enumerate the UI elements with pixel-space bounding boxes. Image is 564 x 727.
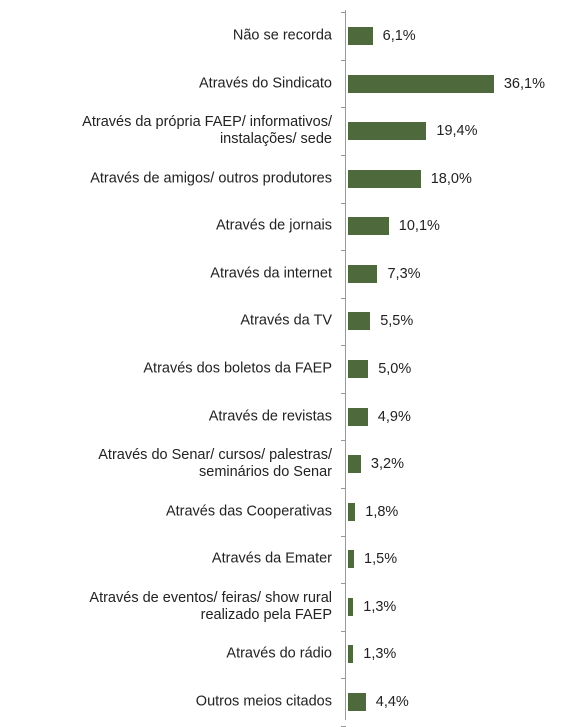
category-label: Através do rádio bbox=[226, 645, 332, 662]
category-label: Através de amigos/ outros produtores bbox=[90, 170, 332, 187]
axis-tick bbox=[341, 297, 346, 299]
axis-tick bbox=[341, 345, 346, 347]
value-label: 5,0% bbox=[378, 361, 412, 377]
category-label: Através do Sindicato bbox=[199, 75, 332, 92]
axis-tick bbox=[341, 107, 346, 109]
axis-tick bbox=[341, 154, 346, 156]
bar bbox=[348, 407, 368, 426]
axis-tick bbox=[341, 392, 346, 394]
bar bbox=[348, 74, 494, 93]
axis-tick bbox=[341, 440, 346, 442]
bar bbox=[348, 693, 366, 711]
axis-tick bbox=[341, 487, 346, 489]
axis-tick bbox=[341, 250, 346, 252]
axis-line bbox=[345, 10, 346, 720]
bar bbox=[348, 502, 356, 521]
bar bbox=[348, 550, 355, 569]
value-label: 19,4% bbox=[436, 123, 478, 140]
category-label: Através da Emater bbox=[211, 550, 332, 567]
axis-tick bbox=[341, 630, 346, 632]
bar bbox=[348, 360, 369, 378]
bar bbox=[348, 264, 378, 283]
bar bbox=[348, 122, 427, 141]
value-label: 1,3% bbox=[363, 598, 397, 615]
category-label: Através dos boletos da FAEP bbox=[143, 360, 332, 377]
category-label: Através de jornais bbox=[215, 217, 332, 234]
bar bbox=[348, 169, 421, 188]
category-label: Através de eventos/ feiras/ show rural r… bbox=[89, 589, 332, 623]
bar bbox=[348, 645, 354, 664]
category-label: Não se recorda bbox=[232, 27, 332, 44]
value-label: 5,5% bbox=[380, 313, 414, 330]
bar bbox=[348, 312, 371, 331]
value-label: 3,2% bbox=[370, 456, 404, 473]
axis-tick bbox=[341, 12, 346, 14]
value-label: 1,5% bbox=[364, 551, 398, 568]
category-label: Outros meios citados bbox=[195, 693, 332, 710]
category-label: Através da TV bbox=[240, 312, 332, 329]
value-label: 7,3% bbox=[387, 265, 421, 282]
value-label: 1,3% bbox=[363, 646, 397, 663]
axis-tick bbox=[341, 535, 346, 537]
bar bbox=[348, 27, 373, 45]
value-label: 4,9% bbox=[377, 408, 411, 425]
value-label: 6,1% bbox=[382, 28, 416, 44]
category-label: Através das Cooperativas bbox=[165, 503, 332, 520]
category-label: Através da própria FAEP/ informativos/ i… bbox=[82, 114, 332, 148]
category-label: Através de revistas bbox=[208, 408, 332, 425]
category-label: Através do Senar/ cursos/ palestras/ sem… bbox=[98, 447, 332, 481]
axis-tick bbox=[341, 202, 346, 204]
bar bbox=[348, 597, 354, 616]
value-label: 10,1% bbox=[398, 218, 440, 235]
category-label: Através da internet bbox=[210, 265, 332, 282]
axis-tick bbox=[341, 678, 346, 680]
bar bbox=[348, 455, 361, 474]
value-label: 4,4% bbox=[375, 694, 409, 710]
axis-tick bbox=[341, 59, 346, 61]
axis-tick bbox=[341, 583, 346, 585]
value-label: 18,0% bbox=[430, 170, 472, 187]
value-label: 36,1% bbox=[503, 75, 545, 92]
bar bbox=[348, 217, 389, 236]
value-label: 1,8% bbox=[365, 503, 399, 520]
